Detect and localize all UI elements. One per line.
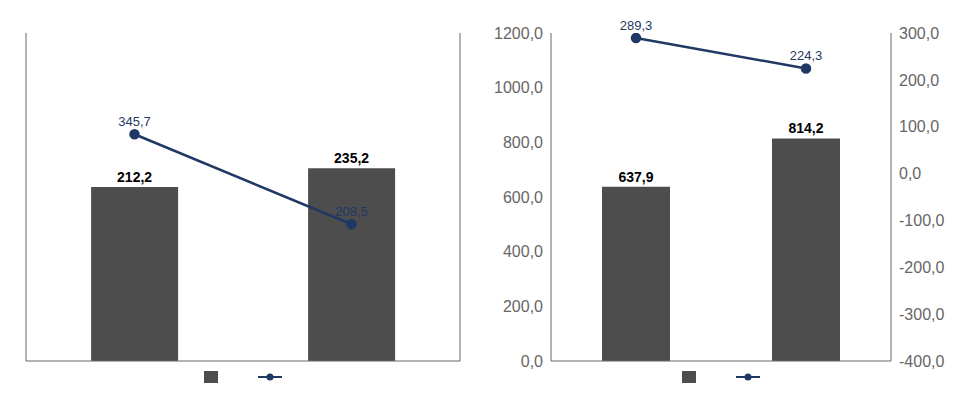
svg-text:800,0: 800,0 <box>503 134 543 151</box>
svg-text:1000,0: 1000,0 <box>494 79 543 96</box>
svg-text:-400,0: -400,0 <box>899 353 944 370</box>
svg-text:-300,0: -300,0 <box>899 306 944 323</box>
svg-text:300,0: 300,0 <box>899 25 939 42</box>
svg-text:0,0: 0,0 <box>899 165 921 182</box>
svg-text:0,0: 0,0 <box>521 353 543 370</box>
svg-text:400,0: 400,0 <box>503 243 543 260</box>
svg-text:-200,0: -200,0 <box>899 259 944 276</box>
svg-text:200,0: 200,0 <box>899 72 939 89</box>
svg-text:100,0: 100,0 <box>899 118 939 135</box>
svg-text:1200,0: 1200,0 <box>494 25 543 42</box>
svg-text:-100,0: -100,0 <box>899 212 944 229</box>
svg-text:600,0: 600,0 <box>503 189 543 206</box>
svg-text:345,7: 345,7 <box>118 114 151 129</box>
svg-text:208,5: 208,5 <box>335 204 368 219</box>
svg-text:235,2: 235,2 <box>334 150 369 166</box>
svg-text:200,0: 200,0 <box>503 298 543 315</box>
svg-text:637,9: 637,9 <box>618 169 653 185</box>
svg-text:289,3: 289,3 <box>620 18 653 33</box>
svg-text:814,2: 814,2 <box>788 120 823 136</box>
svg-text:212,2: 212,2 <box>117 169 152 185</box>
svg-text:224,3: 224,3 <box>790 48 823 63</box>
